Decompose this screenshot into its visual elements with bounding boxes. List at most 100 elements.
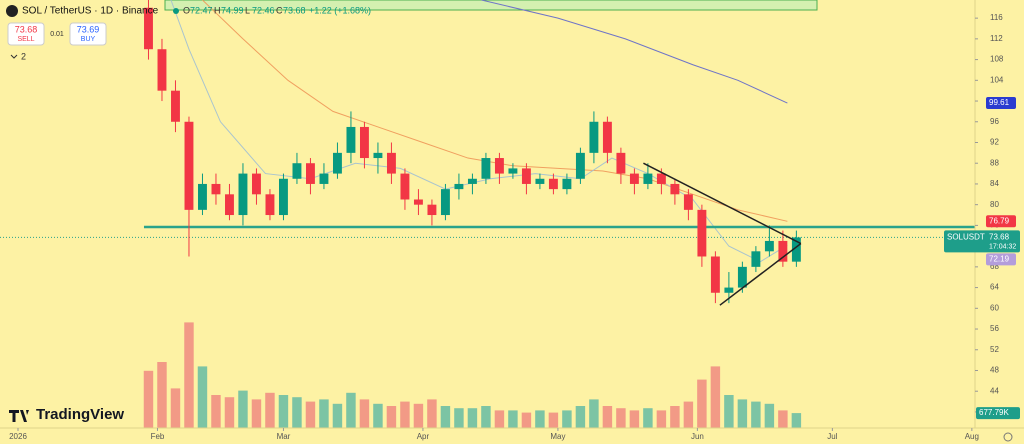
candle-body bbox=[535, 178, 545, 184]
volume-bar bbox=[373, 403, 383, 428]
candle-body bbox=[413, 199, 423, 205]
volume-bar bbox=[170, 388, 181, 428]
candle-body bbox=[751, 251, 761, 267]
volume-bar bbox=[670, 406, 680, 428]
volume-bar bbox=[359, 399, 370, 428]
settings-icon[interactable] bbox=[1003, 432, 1013, 442]
volume-bar bbox=[494, 410, 505, 428]
candle-body bbox=[710, 256, 720, 293]
volume-bar bbox=[305, 401, 316, 428]
volume-bar bbox=[211, 395, 221, 428]
candle-body bbox=[359, 126, 369, 159]
countdown: 17:04:32 bbox=[989, 243, 1016, 250]
price-tag bbox=[986, 253, 1016, 266]
y-tick-label: 88 bbox=[990, 158, 999, 167]
brand-logo bbox=[9, 410, 29, 422]
x-tick-label: 2026 bbox=[9, 432, 27, 441]
sell-price: 73.68 bbox=[15, 24, 38, 34]
candle-body bbox=[737, 266, 747, 288]
volume-bar bbox=[440, 406, 451, 428]
volume-bar bbox=[521, 412, 532, 428]
trendline bbox=[719, 242, 802, 306]
candle-body bbox=[144, 7, 153, 50]
candle-body bbox=[670, 183, 680, 195]
volume-bar bbox=[265, 392, 275, 428]
volume-bar bbox=[143, 370, 154, 428]
volume-bar bbox=[724, 395, 734, 428]
volume-bar bbox=[602, 406, 613, 428]
volume-bar bbox=[332, 403, 343, 428]
ohlc-value: 72.46 bbox=[252, 5, 275, 15]
candle-body bbox=[562, 178, 572, 190]
volume-bar bbox=[400, 401, 410, 428]
price-tag-label: 72.19 bbox=[989, 255, 1010, 264]
volume-bar bbox=[346, 392, 356, 428]
candle-body bbox=[683, 194, 693, 210]
candle-body bbox=[265, 194, 275, 216]
symbol-icon bbox=[6, 5, 18, 17]
volume-bar bbox=[157, 362, 167, 428]
moving-average bbox=[481, 0, 788, 104]
buy-button[interactable] bbox=[69, 22, 107, 46]
candle-body bbox=[386, 152, 396, 174]
drawing-rect bbox=[164, 0, 818, 11]
volume-bar bbox=[467, 408, 478, 428]
trendline bbox=[643, 162, 802, 245]
chevron[interactable] bbox=[10, 54, 18, 59]
volume-bar bbox=[427, 399, 437, 428]
candle-body bbox=[764, 240, 774, 252]
indicator-count: 2 bbox=[21, 51, 26, 61]
y-tick-label: 80 bbox=[990, 200, 999, 209]
volume-bar bbox=[562, 410, 572, 428]
y-tick-label: 104 bbox=[990, 75, 1004, 84]
y-tick-label: 48 bbox=[990, 366, 999, 375]
candle-body bbox=[643, 173, 653, 184]
last-tag bbox=[944, 230, 1020, 253]
candle-body bbox=[494, 158, 504, 174]
candle-body bbox=[225, 194, 234, 216]
status-dot bbox=[173, 8, 179, 14]
volume-bar bbox=[589, 399, 599, 428]
candle-body bbox=[157, 49, 167, 91]
sell-button[interactable] bbox=[7, 22, 45, 46]
candle-body bbox=[400, 173, 410, 200]
y-tick-label: 92 bbox=[990, 138, 999, 147]
candle-body bbox=[724, 287, 734, 293]
candle-body bbox=[252, 173, 261, 195]
candle-body bbox=[629, 173, 639, 184]
x-tick-label: May bbox=[550, 432, 565, 441]
y-tick-label: 64 bbox=[990, 283, 999, 292]
y-tick-label: 96 bbox=[990, 117, 999, 126]
last-price: 73.68 bbox=[989, 233, 1010, 242]
volume-bar bbox=[548, 412, 559, 428]
volume-bar bbox=[656, 410, 667, 428]
volume-bar bbox=[413, 403, 424, 428]
x-tick-label: Jul bbox=[827, 432, 837, 441]
brand-name: TradingView bbox=[36, 406, 124, 423]
y-tick-label: 108 bbox=[990, 55, 1004, 64]
volume-bar bbox=[737, 399, 748, 428]
ohlc: O 72.47 H 74.99 L 72.46 C 73.68 +1.22 (+1.68%) bbox=[183, 5, 371, 15]
y-tick-label: 56 bbox=[990, 324, 999, 333]
candle-body bbox=[589, 121, 599, 153]
volume-bar bbox=[629, 410, 640, 428]
moving-average bbox=[202, 0, 788, 222]
candle-body bbox=[184, 121, 194, 210]
last-symbol: SOLUSDT bbox=[947, 233, 985, 242]
volume-bar bbox=[508, 410, 518, 428]
volume-bar bbox=[683, 401, 694, 428]
candle-body bbox=[508, 168, 518, 174]
volume-bar bbox=[184, 322, 194, 428]
candle-body bbox=[656, 173, 666, 184]
ohlc-key: C bbox=[276, 5, 283, 15]
candle-body bbox=[346, 126, 356, 153]
volume-bar bbox=[292, 397, 302, 428]
volume-bar bbox=[764, 403, 775, 428]
candle-body bbox=[454, 183, 464, 190]
sell-label: SELL bbox=[17, 36, 34, 43]
volume-tag bbox=[976, 407, 1020, 420]
x-tick-label: Aug bbox=[965, 432, 979, 441]
volume-tag-label: 677.79K bbox=[979, 408, 1009, 417]
candle-body bbox=[521, 168, 531, 184]
